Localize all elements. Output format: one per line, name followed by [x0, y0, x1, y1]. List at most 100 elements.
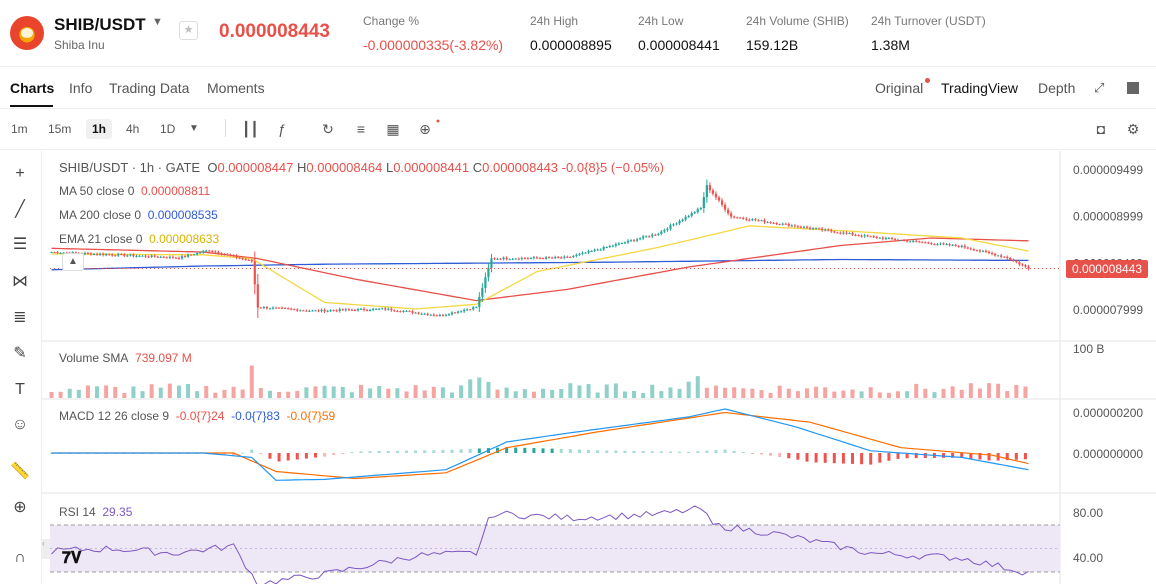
horizontal-lines-icon[interactable]: ☰	[12, 236, 28, 253]
coin-name: Shiba Inu	[54, 38, 105, 52]
candle-body	[860, 235, 863, 237]
tradingview-logo-icon: 𝟕𝐕	[62, 550, 82, 567]
candle-body	[541, 258, 545, 260]
macd-histogram-bar	[741, 451, 745, 453]
macd-histogram-bar	[823, 453, 827, 463]
volume-bar	[923, 388, 928, 398]
crosshair-icon[interactable]: +	[15, 165, 25, 182]
tab-tradingview[interactable]: TradingView	[941, 80, 1019, 96]
favorite-star-icon[interactable]: ★	[179, 21, 198, 40]
candle-body	[1021, 264, 1024, 266]
tab-moments[interactable]: Moments	[207, 80, 265, 96]
candle-body	[95, 253, 99, 255]
candle-body	[183, 256, 187, 258]
candle-body	[866, 235, 869, 237]
sidebar-collapse-icon[interactable]: ‹	[42, 539, 50, 559]
stat-label: 24h Low	[638, 14, 684, 28]
macd-signal-value: -0.0{7}59	[286, 409, 336, 423]
pair-selector[interactable]: SHIB/USDT	[54, 15, 146, 34]
settings-list-icon[interactable]: ≡	[356, 121, 366, 137]
brush-icon[interactable]: ✎	[13, 345, 27, 362]
macd-histogram-bar	[623, 450, 627, 453]
magnet-icon[interactable]: ∩	[14, 549, 26, 566]
timeframe-dropdown-icon[interactable]: ▼	[189, 123, 199, 134]
candle-body	[1015, 260, 1018, 263]
macd-histogram-bar	[869, 453, 873, 465]
volume-bar	[340, 386, 345, 398]
macd-histogram-bar	[678, 451, 682, 453]
candle-body	[171, 256, 174, 258]
volume-bar	[495, 389, 500, 398]
macd-axis-label-0: 0.000000200	[1073, 406, 1143, 420]
candle-body	[478, 296, 481, 308]
candle-body	[1006, 256, 1009, 258]
candle-body	[475, 307, 478, 309]
candle-body	[635, 239, 639, 241]
macd-histogram-bar	[505, 447, 509, 453]
tab-depth[interactable]: Depth	[1038, 80, 1076, 96]
timeframe-1h[interactable]: 1h	[86, 119, 113, 139]
trend-line-icon[interactable]: ╱	[15, 201, 25, 218]
macd-histogram-bar	[313, 453, 317, 458]
candle-body	[939, 243, 942, 245]
pattern-icon[interactable]: ⋈	[12, 273, 28, 290]
candle-body	[1009, 257, 1012, 260]
tab-info[interactable]: Info	[69, 80, 93, 96]
legend-collapse-button[interactable]: ▲	[62, 253, 84, 271]
emoji-icon[interactable]: ☺	[11, 416, 29, 433]
drawing-toolbar: + ╱ ☰ ⋈ ≣ ✎ T ☺ 📏 ⊕ ∩	[0, 151, 42, 584]
text-tool-icon[interactable]: T	[15, 381, 25, 398]
candle-body	[909, 241, 912, 243]
candle-body	[408, 310, 411, 312]
timeframe-1d[interactable]: 1D	[160, 122, 176, 136]
timeframe-1m[interactable]: 1m	[11, 122, 28, 136]
candle-body	[344, 309, 347, 311]
refresh-icon[interactable]: ↻	[322, 121, 334, 137]
candle-body	[1018, 262, 1021, 265]
candle-body	[611, 245, 614, 247]
volume-bar	[231, 386, 236, 398]
volume-bar	[786, 388, 791, 398]
zoom-in-icon[interactable]: ⊕	[13, 499, 27, 516]
ruler-icon[interactable]: 📏	[10, 463, 30, 480]
candle-body	[274, 307, 278, 309]
tab-trading-data[interactable]: Trading Data	[109, 80, 190, 96]
fib-retracement-icon[interactable]: ≣	[13, 309, 27, 326]
camera-icon[interactable]: ◘	[1096, 121, 1106, 137]
price-chart[interactable]: 0.0000094990.0000089990.0000084990.00000…	[42, 151, 1156, 584]
candle-body	[869, 236, 872, 238]
candle-body	[466, 309, 469, 311]
candle-body	[569, 256, 572, 258]
timeframe-15m[interactable]: 15m	[48, 122, 72, 136]
stat-0: Change % -0.000000335(-3.82%)	[363, 14, 503, 53]
candle-body	[378, 308, 381, 310]
tab-charts[interactable]: Charts	[10, 80, 55, 96]
volume-bar	[804, 388, 809, 398]
macd-histogram-bar	[896, 453, 900, 459]
indicators-icon[interactable]: ƒ	[278, 121, 286, 137]
macd-histogram-bar	[650, 451, 654, 453]
add-indicator-icon[interactable]: ⊕	[419, 121, 431, 137]
gear-icon[interactable]: ⚙	[1126, 121, 1140, 137]
candle-body	[827, 229, 830, 231]
volume-bar	[704, 387, 709, 398]
rsi-axis-label-0: 80.00	[1073, 506, 1103, 520]
layout-grid-icon[interactable]: ▦	[386, 121, 400, 137]
volume-bar	[468, 379, 473, 398]
candle-body	[147, 256, 150, 258]
macd-histogram-bar	[696, 451, 700, 453]
volume-bar	[559, 388, 564, 398]
macd-histogram-bar	[841, 453, 845, 464]
candle-body	[314, 310, 317, 312]
window-icon[interactable]	[1127, 82, 1139, 94]
timeframe-4h[interactable]: 4h	[126, 122, 140, 136]
candle-body	[356, 309, 360, 311]
candle-body	[250, 259, 253, 262]
volume-bar	[1023, 386, 1028, 398]
chevron-down-icon[interactable]: ▼	[152, 16, 163, 28]
macd-histogram-bar	[851, 453, 855, 464]
macd-histogram-bar	[477, 448, 481, 453]
candle-type-icon[interactable]: ┃┃	[242, 121, 259, 137]
expand-icon[interactable]: ⤢	[1094, 80, 1105, 95]
tab-original[interactable]: Original	[875, 80, 924, 96]
